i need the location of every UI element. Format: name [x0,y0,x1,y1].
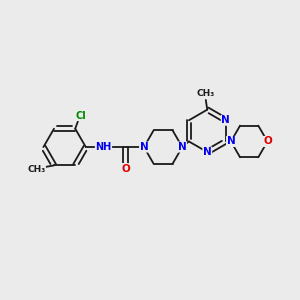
Text: N: N [221,115,230,125]
Text: CH₃: CH₃ [27,165,46,174]
Text: O: O [263,136,272,146]
Text: N: N [203,147,212,157]
Text: O: O [121,164,130,173]
Text: N: N [226,136,235,146]
Text: Cl: Cl [76,111,86,121]
Text: N: N [140,142,148,152]
Text: CH₃: CH₃ [197,89,215,98]
Text: N: N [178,142,187,152]
Text: NH: NH [95,142,112,152]
